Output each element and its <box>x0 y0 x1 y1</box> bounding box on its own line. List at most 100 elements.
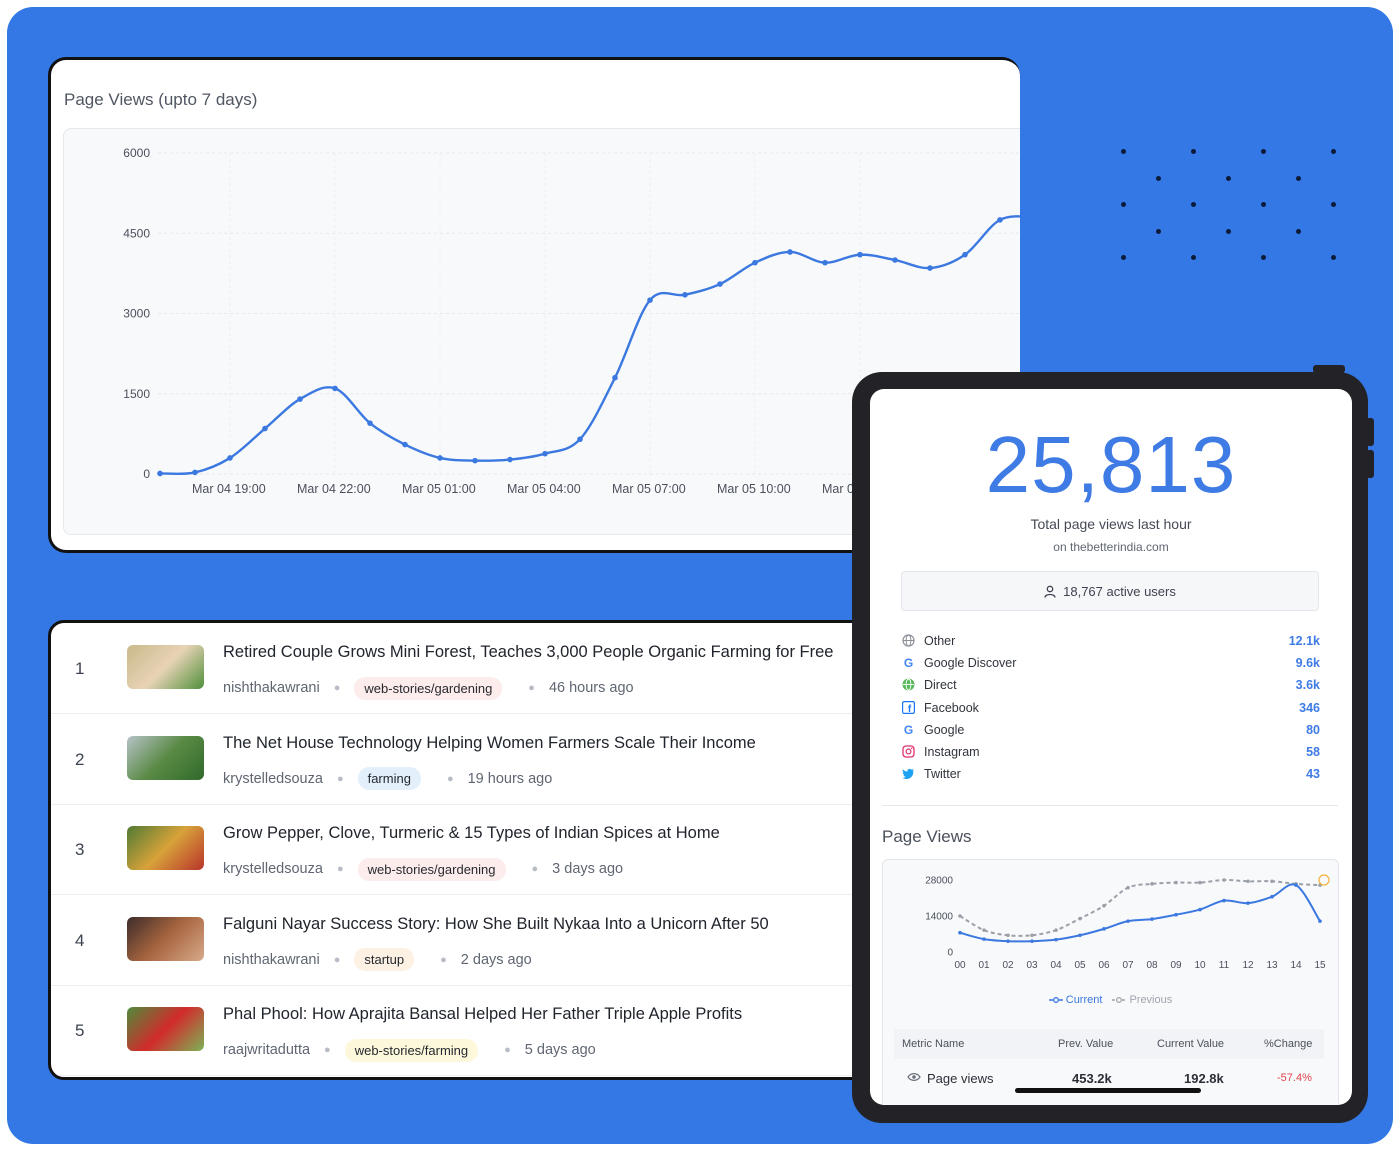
article-author[interactable]: nishthakawrani <box>223 680 320 696</box>
data-point <box>982 928 986 932</box>
article-title[interactable]: The Net House Technology Helping Women F… <box>223 733 756 752</box>
source-value: 58 <box>1306 745 1320 759</box>
chart-title: Page Views (upto 7 days) <box>64 90 258 109</box>
article-row[interactable]: 2 The Net House Technology Helping Women … <box>51 714 865 805</box>
article-rank: 4 <box>75 930 85 950</box>
x-tick-label: Mar 0 <box>822 482 854 496</box>
direct-icon <box>902 678 915 691</box>
traffic-source-row[interactable]: G Google 80 <box>902 720 1320 742</box>
traffic-source-row[interactable]: G Google Discover 9.6k <box>902 653 1320 675</box>
x-tick-label: 13 <box>1266 960 1278 971</box>
separator-dot: ● <box>504 1044 511 1056</box>
data-point <box>1150 917 1154 921</box>
y-tick-label: 28000 <box>925 876 953 887</box>
article-row[interactable]: 1 Retired Couple Grows Mini Forest, Teach… <box>51 623 865 714</box>
article-author[interactable]: krystelledsouza <box>223 770 323 787</box>
eye-icon <box>907 1073 921 1081</box>
tablet-home-indicator <box>1015 1088 1201 1093</box>
article-thumbnail[interactable] <box>127 1007 204 1051</box>
article-author[interactable]: raajwritadutta <box>223 1042 311 1058</box>
data-point <box>958 914 962 918</box>
svg-text:G: G <box>904 656 913 669</box>
prev-value: 453.2k <box>1072 1071 1112 1086</box>
article-row[interactable]: 5 Phal Phool: How Aprajita Bansal Helped … <box>51 985 865 1076</box>
article-row[interactable]: 3 Grow Pepper, Clove, Turmeric & 15 Types… <box>51 804 865 895</box>
separator-dot: ● <box>336 863 344 875</box>
x-tick-label: 11 <box>1219 960 1230 971</box>
data-point <box>1174 880 1178 885</box>
article-rank: 3 <box>75 840 85 859</box>
traffic-source-row[interactable]: Other 12.1k <box>902 631 1320 653</box>
decorative-dot <box>1261 149 1266 154</box>
y-tick-label: 6000 <box>123 146 150 160</box>
metric-name: Page views <box>927 1071 994 1086</box>
decorative-dot <box>1121 149 1126 154</box>
data-point <box>612 374 618 381</box>
x-tick-label: 09 <box>1170 960 1182 971</box>
article-tag[interactable]: farming <box>357 767 421 790</box>
svg-text:f: f <box>908 704 912 714</box>
data-point <box>1150 882 1154 886</box>
previous-series-icon <box>1112 997 1127 1003</box>
data-point <box>332 385 338 392</box>
separator-dot: ● <box>531 863 539 875</box>
data-point <box>1126 885 1130 890</box>
separator-dot: ● <box>528 682 535 694</box>
data-point <box>1078 933 1082 938</box>
decorative-dot <box>1191 255 1196 260</box>
metrics-table-row[interactable]: Page views 453.2k 192.8k -57.4% <box>894 1061 1324 1093</box>
y-tick-label: 0 <box>143 467 150 481</box>
decorative-dot <box>1331 202 1336 207</box>
current-value: 192.8k <box>1184 1071 1224 1086</box>
data-point <box>1078 916 1082 921</box>
article-tag[interactable]: web-stories/gardening <box>357 857 506 881</box>
article-title[interactable]: Retired Couple Grows Mini Forest, Teache… <box>223 643 834 661</box>
article-tag[interactable]: startup <box>354 948 415 971</box>
x-tick-label: Mar 05 07:00 <box>612 482 686 496</box>
data-point <box>1174 912 1178 917</box>
article-thumbnail[interactable] <box>127 645 204 689</box>
decorative-dot <box>1261 255 1266 260</box>
header-current-value: Current Value <box>1157 1038 1225 1050</box>
article-thumbnail[interactable] <box>127 916 204 961</box>
source-name: Other <box>924 634 956 648</box>
article-rank: 5 <box>75 1021 85 1040</box>
article-author[interactable]: krystelledsouza <box>223 861 323 877</box>
article-thumbnail[interactable] <box>127 826 204 870</box>
data-point <box>1006 939 1010 943</box>
user-icon <box>1044 585 1056 598</box>
facebook-icon: f <box>902 700 916 715</box>
tablet-button <box>1366 450 1374 478</box>
article-title[interactable]: Phal Phool: How Aprajita Bansal Helped H… <box>223 1005 743 1023</box>
traffic-source-row[interactable]: Twitter 43 <box>902 764 1320 786</box>
traffic-source-row[interactable]: Instagram 58 <box>902 742 1320 764</box>
google-icon: G <box>902 656 915 670</box>
active-users-text: 18,767 active users <box>1063 583 1176 599</box>
x-tick-label: 03 <box>1026 960 1038 971</box>
data-point <box>1246 879 1250 884</box>
active-users-box[interactable]: 18,767 active users <box>901 571 1319 611</box>
article-title[interactable]: Falguni Nayar Success Story: How She Bui… <box>223 914 769 933</box>
article-thumbnail[interactable] <box>127 735 204 780</box>
article-title[interactable]: Grow Pepper, Clove, Turmeric & 15 Types … <box>223 824 720 842</box>
article-meta: nishthakawrani ● startup ● 2 days ago <box>223 947 532 973</box>
legend-current[interactable]: Current <box>1048 994 1102 1006</box>
data-point <box>1006 933 1010 938</box>
traffic-source-row[interactable]: Direct 3.6k <box>902 675 1320 697</box>
data-point <box>297 396 303 402</box>
data-point <box>682 291 688 298</box>
article-time: 5 days ago <box>524 1042 596 1058</box>
article-tag[interactable]: web-stories/farming <box>344 1038 479 1062</box>
site-label: on thebetterindia.com <box>1053 540 1169 554</box>
article-row[interactable]: 4 Falguni Nayar Success Story: How She Bu… <box>51 895 865 986</box>
decorative-dot <box>1191 149 1196 154</box>
article-tag[interactable]: web-stories/gardening <box>354 676 503 700</box>
previous-series-line <box>959 878 1321 937</box>
data-point <box>857 251 863 258</box>
traffic-source-row[interactable]: f Facebook 346 <box>902 698 1320 720</box>
source-name: Google <box>924 722 965 737</box>
legend-previous[interactable]: Previous <box>1112 994 1172 1006</box>
article-meta: krystelledsouza ● farming ● 19 hours ago <box>223 766 552 792</box>
article-author[interactable]: nishthakawrani <box>223 951 320 968</box>
data-point <box>1246 901 1250 905</box>
